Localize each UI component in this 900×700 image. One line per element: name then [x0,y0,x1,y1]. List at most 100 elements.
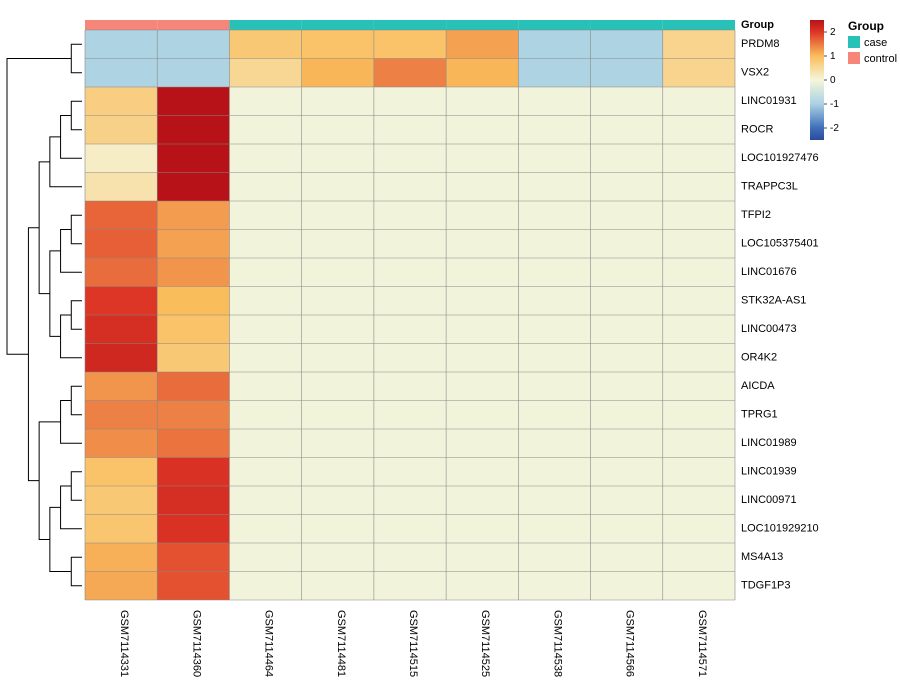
colorbar-tick: -2 [830,123,839,134]
heatmap-cell [446,230,518,259]
heatmap-cell [85,173,157,202]
heatmap-cell [663,258,735,287]
heatmap-cell [157,344,229,373]
colorbar-tick: -1 [830,99,839,110]
group-legend-swatch [848,52,860,64]
group-legend-label: case [864,37,887,49]
row-dendrogram [7,44,82,586]
heatmap-cell [229,30,301,59]
heatmap-cell [663,59,735,88]
heatmap-cell [302,258,374,287]
heatmap-cell [229,486,301,515]
heatmap-cell [302,458,374,487]
heatmap-cell [85,201,157,230]
row-label: LOC101929210 [741,523,819,535]
heatmap-cell [446,486,518,515]
heatmap-cell [229,515,301,544]
heatmap-cell [229,173,301,202]
heatmap-cell [85,401,157,430]
heatmap-cell [302,401,374,430]
heatmap-cell [663,429,735,458]
heatmap-cell [518,458,590,487]
heatmap-cell [229,572,301,601]
heatmap-cell [663,173,735,202]
group-legend-label: control [864,53,897,65]
heatmap-cell [446,315,518,344]
heatmap-cell [374,543,446,572]
heatmap-cell [229,144,301,173]
heatmap-cell [518,429,590,458]
heatmap-cell [374,116,446,145]
heatmap-cell [85,116,157,145]
heatmap-cell [157,486,229,515]
heatmap-cell [229,543,301,572]
heatmap-cell [446,429,518,458]
heatmap-cell [374,30,446,59]
heatmap-cell [302,173,374,202]
heatmap-cell [85,572,157,601]
group-track-cell [85,20,157,30]
heatmap-cell [157,173,229,202]
heatmap-cell [302,30,374,59]
heatmap-cell [85,344,157,373]
heatmap-cell [446,59,518,88]
heatmap-cell [374,572,446,601]
heatmap-cell [663,30,735,59]
heatmap-cell [157,372,229,401]
column-label: GSM7114331 [118,610,130,677]
heatmap-cell [157,287,229,316]
heatmap-cell [663,344,735,373]
row-label: ROCR [741,124,773,136]
heatmap-figure: GroupPRDM8VSX2LINC01931ROCRLOC101927476T… [0,0,900,700]
heatmap-cell [374,258,446,287]
row-label: LINC01989 [741,437,797,449]
group-track-cell [446,20,518,30]
heatmap-cell [302,87,374,116]
heatmap-cell [157,572,229,601]
heatmap-cell [374,486,446,515]
heatmap-cell [85,458,157,487]
heatmap-cell [518,572,590,601]
group-track-cell [518,20,590,30]
heatmap-cell [374,59,446,88]
column-label: GSM7114525 [479,610,491,677]
heatmap-cell [85,372,157,401]
row-label: AICDA [741,380,775,392]
heatmap-cell [374,87,446,116]
heatmap-cell [85,287,157,316]
heatmap-cell [374,372,446,401]
heatmap-cell [446,173,518,202]
heatmap-cell [518,173,590,202]
heatmap-cell [446,258,518,287]
heatmap-cell [229,116,301,145]
heatmap-cell [591,515,663,544]
heatmap-cell [229,258,301,287]
row-label: TRAPPC3L [741,181,798,193]
heatmap-cell [157,429,229,458]
heatmap-cell [663,144,735,173]
heatmap-cell [663,87,735,116]
heatmap-cell [157,401,229,430]
heatmap-cell [518,230,590,259]
heatmap-cell [374,458,446,487]
row-label: TDGF1P3 [741,580,791,592]
heatmap-cell [302,59,374,88]
heatmap-cell [446,116,518,145]
heatmap-cell [157,230,229,259]
heatmap-cell [85,144,157,173]
column-label: GSM7114360 [190,610,202,677]
heatmap-cell [229,287,301,316]
row-label: LINC01931 [741,95,797,107]
heatmap-cell [591,30,663,59]
heatmap-cell [229,87,301,116]
heatmap-cell [85,59,157,88]
heatmap-cell [157,258,229,287]
heatmap-cell [591,201,663,230]
row-label: PRDM8 [741,38,780,50]
column-labels: GSM7114331GSM7114360GSM7114464GSM7114481… [118,610,708,677]
heatmap-cell [374,515,446,544]
heatmap-cell [374,173,446,202]
heatmap-cell [302,144,374,173]
heatmap-cell [157,144,229,173]
heatmap-cell [302,486,374,515]
